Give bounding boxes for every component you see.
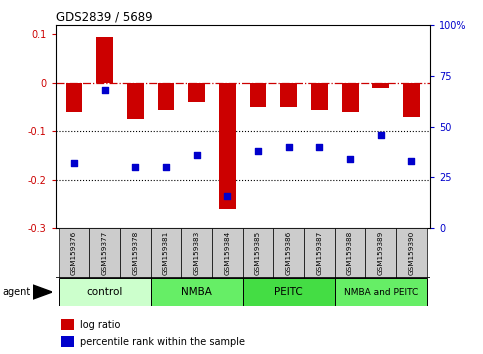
Bar — [243, 228, 273, 278]
Bar — [61, 319, 73, 330]
Bar — [311, 83, 328, 110]
Bar — [188, 83, 205, 102]
Point — [254, 148, 262, 154]
Bar — [181, 228, 212, 278]
Text: GSM159389: GSM159389 — [378, 231, 384, 275]
Point — [408, 158, 415, 164]
Bar — [396, 228, 427, 278]
Text: PEITC: PEITC — [274, 287, 303, 297]
Point — [162, 164, 170, 170]
Bar — [61, 336, 73, 347]
Bar — [58, 228, 89, 278]
Text: NMBA: NMBA — [181, 287, 212, 297]
Bar — [372, 83, 389, 88]
Text: GSM159386: GSM159386 — [286, 231, 292, 275]
Text: GSM159377: GSM159377 — [101, 231, 108, 275]
Bar — [341, 83, 358, 112]
Text: GSM159385: GSM159385 — [255, 231, 261, 275]
Text: agent: agent — [2, 287, 30, 297]
Point — [224, 193, 231, 199]
Bar — [157, 83, 174, 110]
Bar — [58, 278, 151, 306]
Text: log ratio: log ratio — [80, 320, 120, 330]
Point — [193, 152, 200, 158]
Bar — [212, 228, 243, 278]
Bar — [403, 83, 420, 117]
Bar — [151, 278, 243, 306]
Point — [131, 164, 139, 170]
Point — [70, 160, 78, 166]
Text: GSM159387: GSM159387 — [316, 231, 323, 275]
Text: GDS2839 / 5689: GDS2839 / 5689 — [56, 11, 152, 24]
Bar — [250, 83, 267, 107]
Point — [377, 132, 384, 138]
Bar — [243, 278, 335, 306]
Text: percentile rank within the sample: percentile rank within the sample — [80, 337, 245, 347]
Bar — [151, 228, 181, 278]
Text: GSM159383: GSM159383 — [194, 231, 199, 275]
Bar — [66, 83, 83, 112]
Text: GSM159381: GSM159381 — [163, 231, 169, 275]
Text: NMBA and PEITC: NMBA and PEITC — [343, 287, 418, 297]
Text: GSM159378: GSM159378 — [132, 231, 138, 275]
Bar — [96, 37, 113, 83]
Bar — [366, 228, 396, 278]
Bar — [120, 228, 151, 278]
Bar — [280, 83, 297, 107]
Text: control: control — [86, 287, 123, 297]
Text: GSM159376: GSM159376 — [71, 231, 77, 275]
Bar — [335, 278, 427, 306]
Text: GSM159388: GSM159388 — [347, 231, 353, 275]
Bar — [273, 228, 304, 278]
Point — [346, 156, 354, 162]
Bar — [127, 83, 144, 119]
Text: GSM159390: GSM159390 — [409, 231, 414, 275]
Point — [285, 144, 293, 150]
Bar — [304, 228, 335, 278]
Bar — [219, 83, 236, 209]
Point — [101, 87, 109, 93]
Text: GSM159384: GSM159384 — [225, 231, 230, 275]
Bar — [335, 228, 366, 278]
Polygon shape — [33, 285, 52, 299]
Bar — [89, 228, 120, 278]
Point — [315, 144, 323, 150]
